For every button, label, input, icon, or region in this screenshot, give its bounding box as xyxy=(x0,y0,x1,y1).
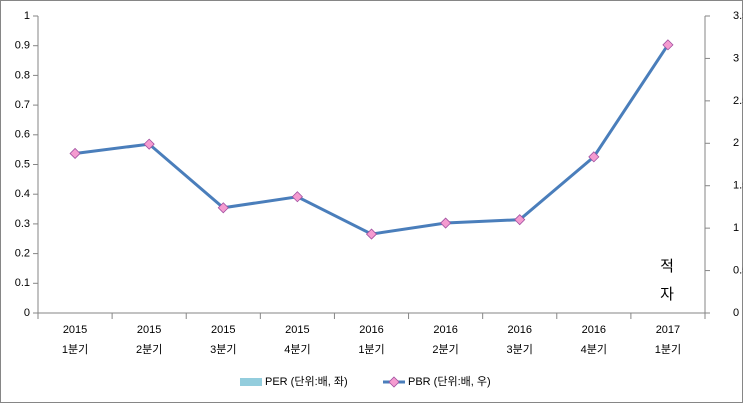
y-tick-label: 0.9 xyxy=(15,40,30,52)
x-tick-label: 2017 xyxy=(656,324,680,336)
y-tick-label: 0.6 xyxy=(15,129,30,141)
x-tick-label: 3분기 xyxy=(507,343,533,356)
annotation: 자 xyxy=(660,286,674,303)
x-tick-label: 2015 xyxy=(63,324,87,336)
x-tick-label: 1분기 xyxy=(62,343,88,356)
x-tick-label: 2015 xyxy=(285,324,309,336)
marker xyxy=(662,39,674,51)
x-tick-label: 1분기 xyxy=(358,343,384,356)
y-tick-label: 0.8 xyxy=(15,69,30,81)
y-tick-label: 0.7 xyxy=(15,99,30,111)
marker xyxy=(291,191,303,203)
x-tick-label: 4분기 xyxy=(284,343,310,356)
marker xyxy=(588,151,600,163)
y2-tick-label: 3 xyxy=(733,52,739,64)
y-tick-label: 0.4 xyxy=(15,188,30,200)
y2-tick-label: 1.5 xyxy=(733,180,743,192)
y-tick-label: 0.1 xyxy=(15,277,30,289)
legend-label: PBR (단위:배, 우) xyxy=(408,375,491,388)
legend-label: PER (단위:배, 좌) xyxy=(265,375,348,388)
x-tick-label: 2016 xyxy=(359,324,383,336)
y-tick-label: 1 xyxy=(24,10,30,22)
y2-tick-label: 2.5 xyxy=(733,95,743,107)
y2-tick-label: 0.5 xyxy=(733,264,743,276)
marker xyxy=(143,138,155,150)
legend-marker xyxy=(388,376,400,388)
y-tick-label: 0.3 xyxy=(15,218,30,230)
y2-tick-label: 0 xyxy=(733,307,739,319)
y2-tick-label: 2 xyxy=(733,137,739,149)
marker xyxy=(217,202,229,214)
marker xyxy=(440,217,452,229)
x-tick-label: 4분기 xyxy=(581,343,607,356)
annotation: 적 xyxy=(660,258,674,275)
x-tick-label: 2분기 xyxy=(136,343,162,356)
y-tick-label: 0 xyxy=(24,307,30,319)
y-tick-label: 0.5 xyxy=(15,158,30,170)
x-tick-label: 2분기 xyxy=(432,343,458,356)
y2-tick-label: 1 xyxy=(733,222,739,234)
x-tick-label: 2016 xyxy=(582,324,606,336)
x-tick-label: 3분기 xyxy=(210,343,236,356)
y-tick-label: 0.2 xyxy=(15,248,30,260)
x-tick-label: 2016 xyxy=(433,324,457,336)
marker xyxy=(69,147,81,160)
legend-swatch xyxy=(240,378,262,386)
y2-tick-label: 3.5 xyxy=(733,10,743,22)
x-tick-label: 2015 xyxy=(137,324,161,336)
marker xyxy=(365,228,378,240)
marker xyxy=(514,214,526,226)
x-tick-label: 2016 xyxy=(507,324,531,336)
x-tick-label: 1분기 xyxy=(655,343,681,356)
x-tick-label: 2015 xyxy=(211,324,235,336)
